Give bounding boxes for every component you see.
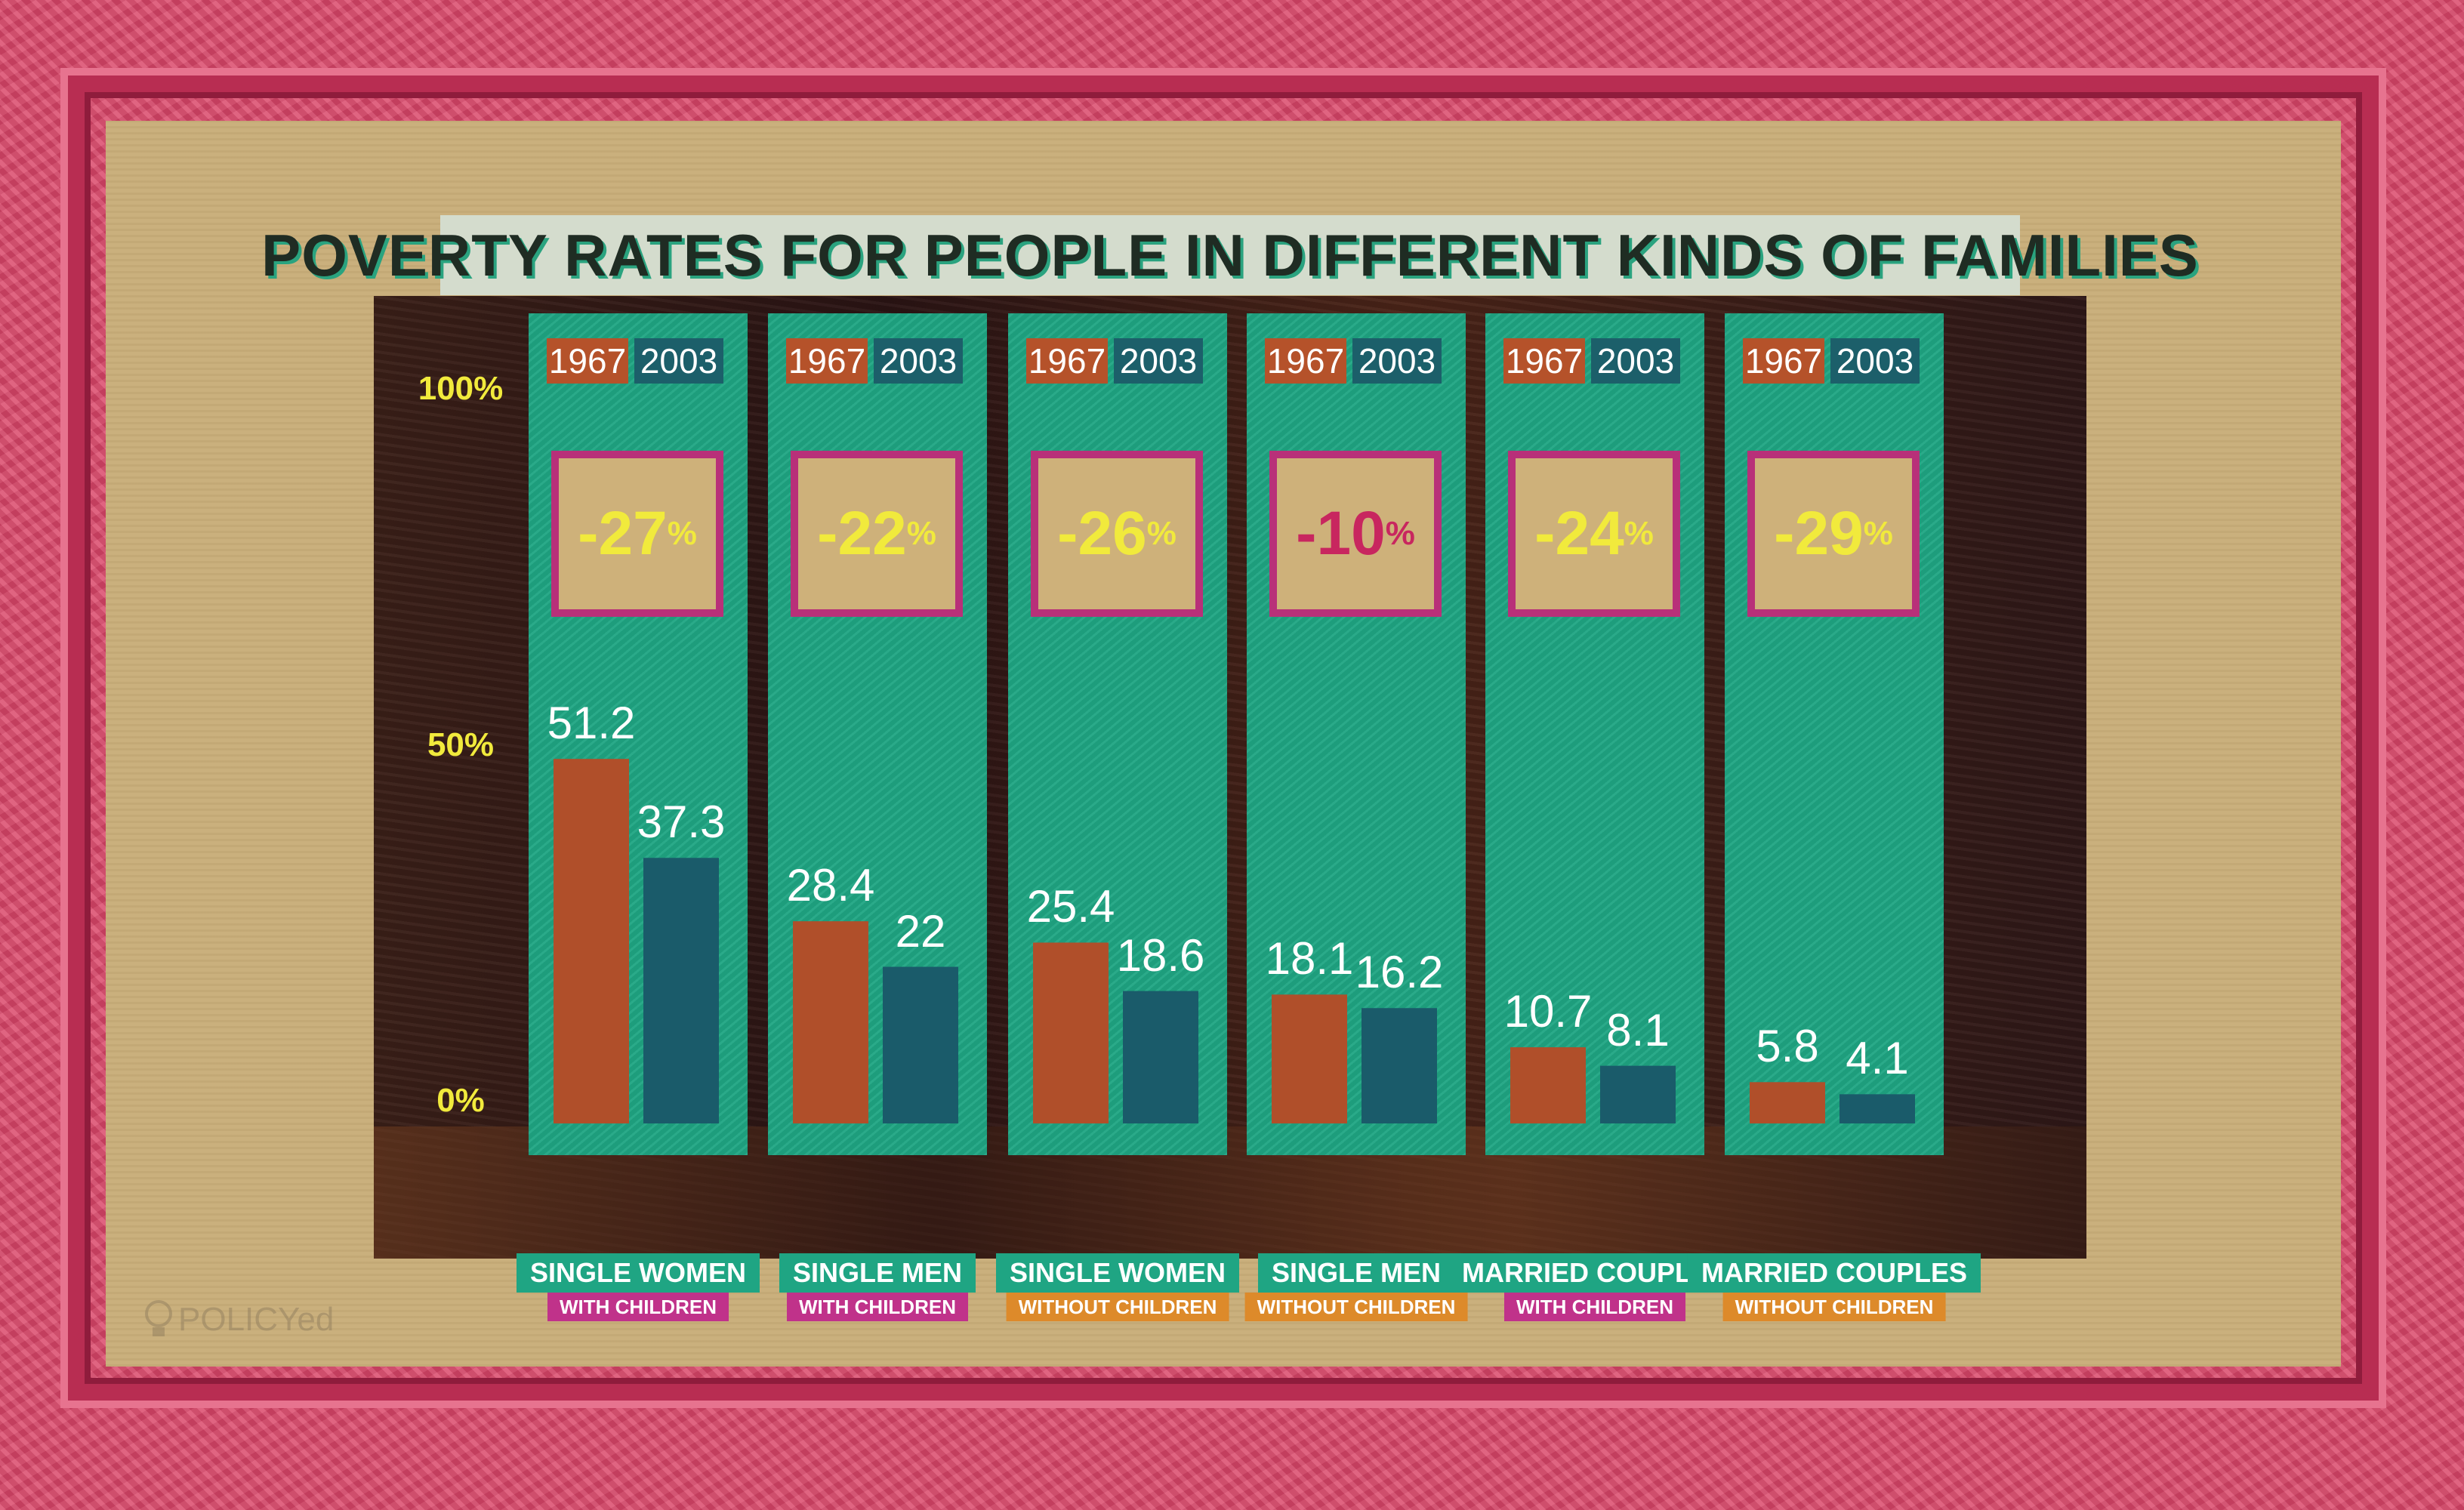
bar-pair [793, 921, 958, 1123]
year-tag-2003: 2003 [634, 338, 723, 384]
change-box: -22% [791, 451, 963, 617]
y-tick-50: 50% [427, 726, 495, 763]
year-tag-1967: 1967 [1026, 338, 1108, 384]
bar-2003 [1123, 991, 1198, 1123]
y-tick-100: 100% [418, 370, 504, 407]
year-tag-2003: 2003 [1352, 338, 1442, 384]
change-box: -10% [1269, 451, 1442, 617]
bar-1967 [1033, 942, 1109, 1123]
data-label-2003: 8.1 [1606, 1004, 1670, 1055]
group-name: SINGLE WOMEN [996, 1253, 1239, 1293]
data-label-2003: 16.2 [1355, 947, 1444, 998]
frame-inner-edge [68, 76, 2379, 1401]
change-percent-sign: % [906, 515, 936, 552]
title-banner: POVERTY RATES FOR PEOPLE IN DIFFERENT KI… [261, 215, 2198, 295]
group-subtitle: WITH CHILDREN [787, 1293, 968, 1321]
chart-title: POVERTY RATES FOR PEOPLE IN DIFFERENT KI… [261, 221, 2199, 288]
change-percent-sign: % [1863, 515, 1893, 552]
group-name: SINGLE WOMEN [517, 1253, 760, 1293]
group-subtitle: WITHOUT CHILDREN [1722, 1293, 1946, 1321]
change-value: -29 [1774, 499, 1864, 568]
bar-2003 [883, 966, 958, 1123]
data-label-1967: 5.8 [1756, 1021, 1819, 1072]
year-tag-2003: 2003 [1591, 338, 1680, 384]
group-subtitle: WITHOUT CHILDREN [1244, 1293, 1468, 1321]
data-label-1967: 25.4 [1026, 881, 1115, 932]
bar-2003 [643, 858, 719, 1123]
change-box: -24% [1508, 451, 1680, 617]
change-percent-sign: % [1385, 515, 1415, 552]
data-label-1967: 18.1 [1265, 933, 1354, 985]
change-percent-sign: % [1624, 515, 1654, 552]
change-value: -10 [1296, 499, 1386, 568]
change-value: -22 [817, 499, 907, 568]
bar-2003 [1840, 1094, 1915, 1123]
bar-1967 [554, 759, 629, 1123]
data-label-1967: 10.7 [1503, 986, 1593, 1037]
year-tag-1967: 1967 [1503, 338, 1585, 384]
year-tag-2003: 2003 [874, 338, 963, 384]
bar-pair [1510, 1047, 1676, 1123]
bar-1967 [1510, 1047, 1586, 1123]
year-tag-1967: 1967 [547, 338, 628, 384]
data-label-2003: 37.3 [637, 797, 726, 848]
year-tag-2003: 2003 [1830, 338, 1920, 384]
group-panel: 1967 2003 -26% [1008, 313, 1227, 1155]
change-value: -24 [1534, 499, 1624, 568]
data-label-1967: 28.4 [786, 860, 875, 911]
y-tick-0: 0% [436, 1082, 485, 1119]
data-label-1967: 51.2 [547, 698, 636, 749]
data-label-2003: 4.1 [1846, 1033, 1909, 1084]
year-tag-1967: 1967 [1743, 338, 1824, 384]
bar-2003 [1362, 1008, 1437, 1123]
bar-1967 [793, 921, 868, 1123]
bar-pair [1750, 1082, 1915, 1123]
group-name: SINGLE MEN [779, 1253, 976, 1293]
bar-pair [1033, 942, 1198, 1123]
bar-1967 [1750, 1082, 1825, 1123]
group-name: MARRIED COUPLES [1687, 1253, 1981, 1293]
year-tag-1967: 1967 [786, 338, 868, 384]
year-tag-1967: 1967 [1265, 338, 1346, 384]
year-tag-2003: 2003 [1114, 338, 1203, 384]
lightbulb-icon [145, 1300, 172, 1336]
change-box: -29% [1747, 451, 1920, 617]
bar-pair [1272, 994, 1437, 1123]
bar-pair [554, 759, 719, 1123]
change-percent-sign: % [1146, 515, 1176, 552]
data-label-2003: 18.6 [1116, 929, 1205, 981]
change-percent-sign: % [667, 515, 697, 552]
change-box: -26% [1031, 451, 1203, 617]
group-panel: 1967 2003 -24% [1485, 313, 1704, 1155]
group-name: SINGLE MEN [1257, 1253, 1455, 1293]
bar-1967 [1272, 994, 1347, 1123]
group-panel: 1967 2003 -29% [1725, 313, 1944, 1155]
change-box: -27% [551, 451, 723, 617]
logo-text: POLICYed [178, 1301, 335, 1338]
group-subtitle: WITH CHILDREN [547, 1293, 729, 1321]
bar-2003 [1600, 1065, 1676, 1123]
policyed-logo: POLICYed [143, 1299, 334, 1341]
change-value: -26 [1057, 499, 1147, 568]
group-subtitle: WITHOUT CHILDREN [1006, 1293, 1229, 1321]
change-value: -27 [578, 499, 668, 568]
data-label-2003: 22 [895, 905, 946, 957]
group-subtitle: WITH CHILDREN [1504, 1293, 1685, 1321]
